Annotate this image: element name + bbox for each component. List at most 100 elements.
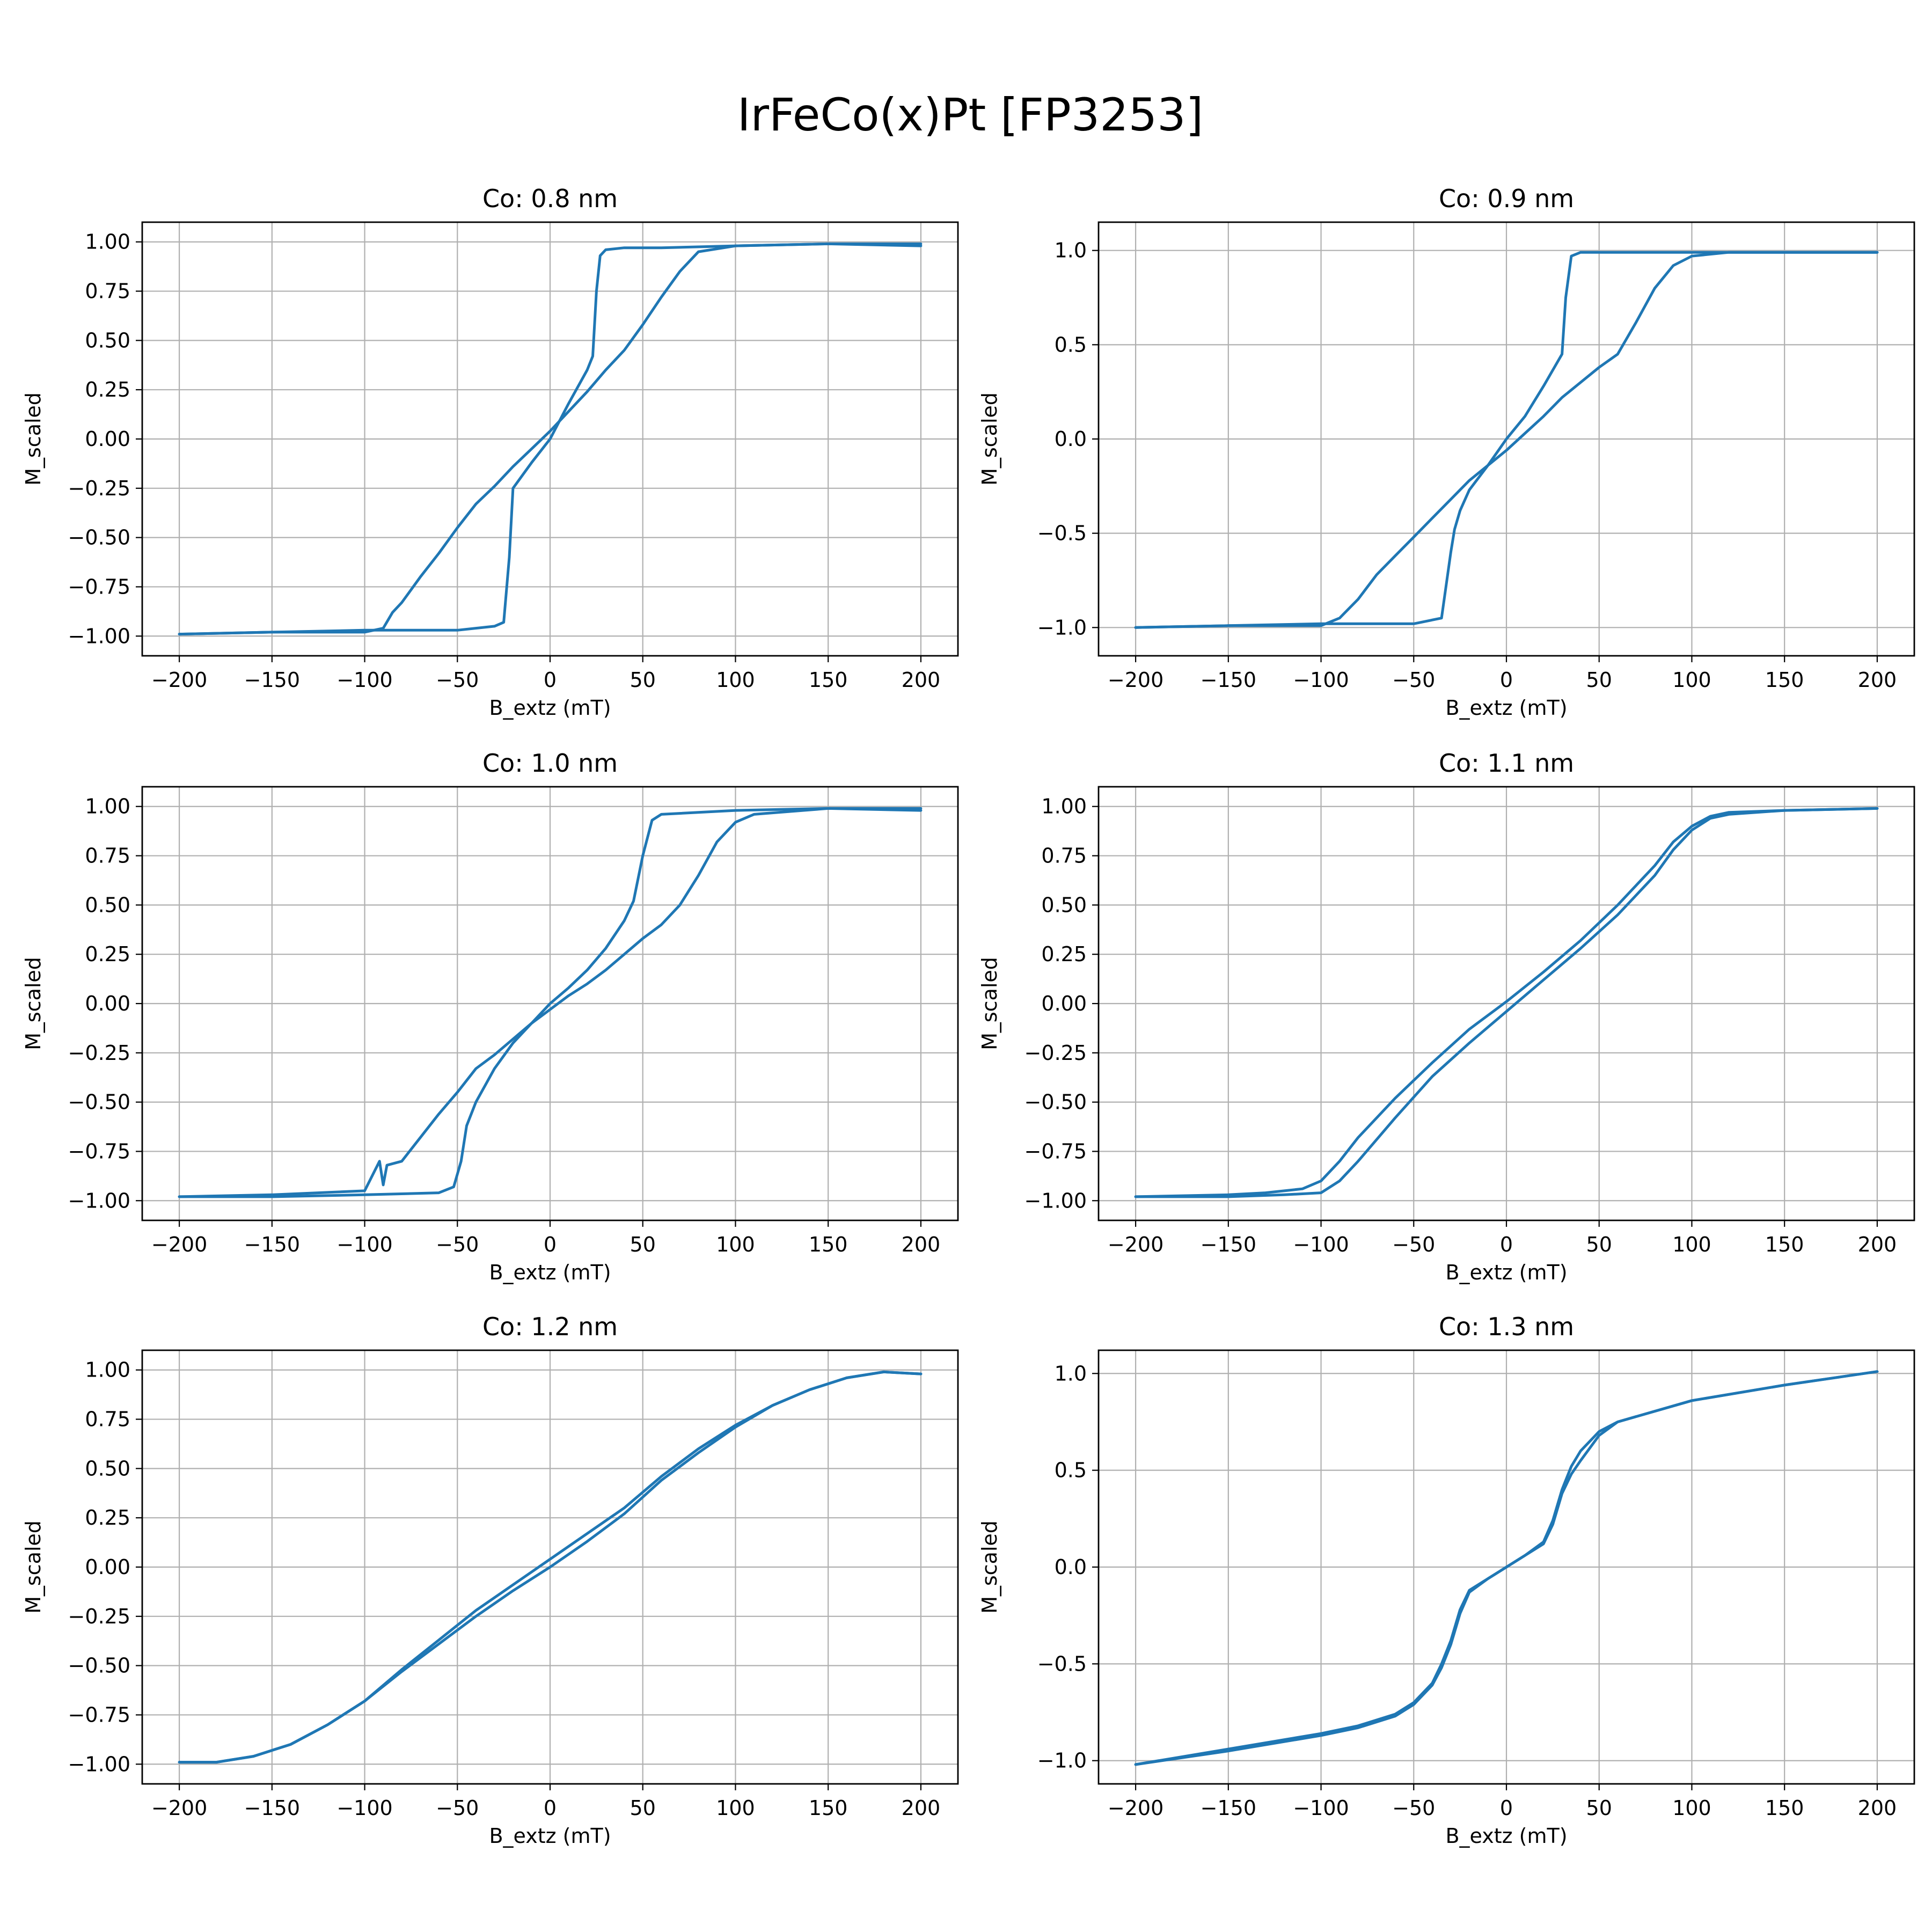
series-line-2 <box>178 242 923 636</box>
y-tick-label: −0.5 <box>1037 522 1087 545</box>
x-tick-label: −150 <box>244 1796 300 1820</box>
x-tick-label: 50 <box>1586 1233 1612 1256</box>
x-tick-label: 150 <box>1765 668 1804 692</box>
x-tick-label: 100 <box>716 1796 755 1820</box>
subplot-4: −200 −150 −100 −50 0 50 100 150 200 −1.00 −0.75 −0.… <box>978 749 1915 1284</box>
subplot-6: −200 −150 −100 −50 0 50 100 150 200 −1.0 −0.5 0.0 0.… <box>978 1312 1915 1848</box>
subplot-grid: −200 −150 −100 −50 0 50 100 150 200−1.00−0.75−0.… <box>21 184 1915 1848</box>
y-tick-label: 0.75 <box>85 280 130 303</box>
y-tick-label: −0.50 <box>1024 1091 1087 1114</box>
y-axis-label: M_scaled <box>978 392 1001 486</box>
x-tick-label: 0 <box>1500 668 1513 692</box>
y-tick-label: 0.00 <box>1041 992 1087 1015</box>
x-tick-label: −50 <box>436 1233 479 1256</box>
y-tick-label: 0.00 <box>85 1555 130 1579</box>
series-line-2 <box>178 1370 923 1764</box>
series-line-2 <box>1134 251 1879 629</box>
y-tick-label: −0.75 <box>1024 1139 1087 1163</box>
y-tick-label: −1.0 <box>1037 616 1087 639</box>
x-tick-label: −100 <box>1293 668 1349 692</box>
x-tick-label: −200 <box>1108 1796 1163 1820</box>
x-tick-label: −50 <box>1392 1233 1435 1256</box>
x-tick-label: 0 <box>544 668 557 692</box>
y-tick-label: 1.00 <box>85 1358 130 1382</box>
grid-lines <box>1099 787 1914 1220</box>
x-tick-label: 200 <box>902 668 941 692</box>
y-tick-label: −1.00 <box>1024 1189 1087 1212</box>
x-axis-label: B_extz (mT) <box>489 696 611 720</box>
y-tick-label: 0.50 <box>85 1457 130 1480</box>
x-tick-label: −200 <box>1108 668 1163 692</box>
y-tick-label: −0.25 <box>68 1041 130 1065</box>
subplot-title: Co: 0.8 nm <box>482 184 618 213</box>
x-tick-label: −200 <box>151 1233 207 1256</box>
y-tick-label: −0.50 <box>68 1091 130 1114</box>
x-tick-label: −150 <box>1201 1233 1256 1256</box>
x-tick-label: 200 <box>1858 1233 1897 1256</box>
grid-lines <box>1099 222 1914 656</box>
y-tick-label: −0.75 <box>68 1139 130 1163</box>
y-tick-label: 1.00 <box>85 795 130 818</box>
x-tick-label: 200 <box>902 1233 941 1256</box>
axes-frame <box>1097 221 1915 657</box>
series-line-2 <box>1134 807 1879 1198</box>
x-tick-label: −200 <box>1108 1233 1163 1256</box>
x-tick-label: −150 <box>1201 1796 1256 1820</box>
y-tick-label: −1.00 <box>68 1189 130 1212</box>
y-tick-label: −1.0 <box>1037 1749 1087 1773</box>
y-tick-label: −1.00 <box>68 1752 130 1776</box>
series-line-2 <box>178 807 923 1198</box>
subplot-5: −200 −150 −100 −50 0 50 100 150 200 −1.00 −0.75 −0.… <box>21 1312 959 1848</box>
x-tick-label: −100 <box>336 668 392 692</box>
y-tick-label: 0.50 <box>85 328 130 352</box>
y-tick-label: −0.50 <box>68 526 130 550</box>
y-tick-label: 0.00 <box>85 992 130 1015</box>
subplot-2: −200 −150 −100 −50 0 50 100 150 200 −1.0 −0.5 0.0 0.… <box>978 184 1915 720</box>
series-line-1 <box>178 807 923 1198</box>
x-tick-label: 150 <box>809 668 848 692</box>
x-axis-label: B_extz (mT) <box>1445 696 1567 720</box>
y-tick-label: 0.75 <box>85 844 130 868</box>
x-tick-label: 50 <box>630 1796 656 1820</box>
axes-frame <box>141 786 959 1221</box>
y-axis-label: M_scaled <box>978 1520 1001 1614</box>
x-tick-label: 0 <box>1500 1796 1513 1820</box>
x-tick-label: −50 <box>436 1796 479 1820</box>
x-tick-label: −50 <box>436 668 479 692</box>
subplot-title: Co: 1.3 nm <box>1439 1312 1574 1341</box>
x-tick-label: 200 <box>902 1796 941 1820</box>
y-tick-label: −0.75 <box>68 1703 130 1726</box>
y-tick-label: 1.00 <box>85 230 130 254</box>
x-tick-label: 100 <box>716 668 755 692</box>
subplot-title: Co: 0.9 nm <box>1439 184 1574 213</box>
axes-frame <box>141 221 959 657</box>
series-line-1 <box>178 242 923 636</box>
x-axis-label: B_extz (mT) <box>1445 1824 1567 1848</box>
axes-frame <box>141 1349 959 1785</box>
y-tick-label: 0.5 <box>1055 1459 1087 1482</box>
axes-frame <box>1097 786 1915 1221</box>
x-tick-label: 150 <box>809 1233 848 1256</box>
x-tick-label: 0 <box>544 1796 557 1820</box>
subplot-title: Co: 1.1 nm <box>1439 749 1574 778</box>
x-tick-label: 200 <box>1858 668 1897 692</box>
x-tick-label: −200 <box>151 1796 207 1820</box>
y-tick-label: 0.50 <box>1041 893 1087 917</box>
series-line-2 <box>1134 1370 1879 1766</box>
y-tick-label: −0.25 <box>68 477 130 500</box>
y-tick-label: −0.75 <box>68 575 130 598</box>
x-tick-label: −50 <box>1392 1796 1435 1820</box>
y-tick-label: 1.0 <box>1055 1362 1087 1385</box>
x-tick-label: −150 <box>1201 668 1256 692</box>
x-axis-label: B_extz (mT) <box>489 1261 611 1284</box>
x-tick-label: −100 <box>336 1233 392 1256</box>
x-tick-label: −200 <box>151 668 207 692</box>
y-tick-label: 0.25 <box>85 1506 130 1529</box>
x-axis-label: B_extz (mT) <box>1445 1261 1567 1284</box>
x-tick-label: 150 <box>809 1796 848 1820</box>
x-tick-label: 100 <box>716 1233 755 1256</box>
subplot-title: Co: 1.0 nm <box>482 749 618 778</box>
series-line-1 <box>1134 251 1879 629</box>
figure-title: IrFeCo(x)Pt [FP3253] <box>737 89 1204 141</box>
